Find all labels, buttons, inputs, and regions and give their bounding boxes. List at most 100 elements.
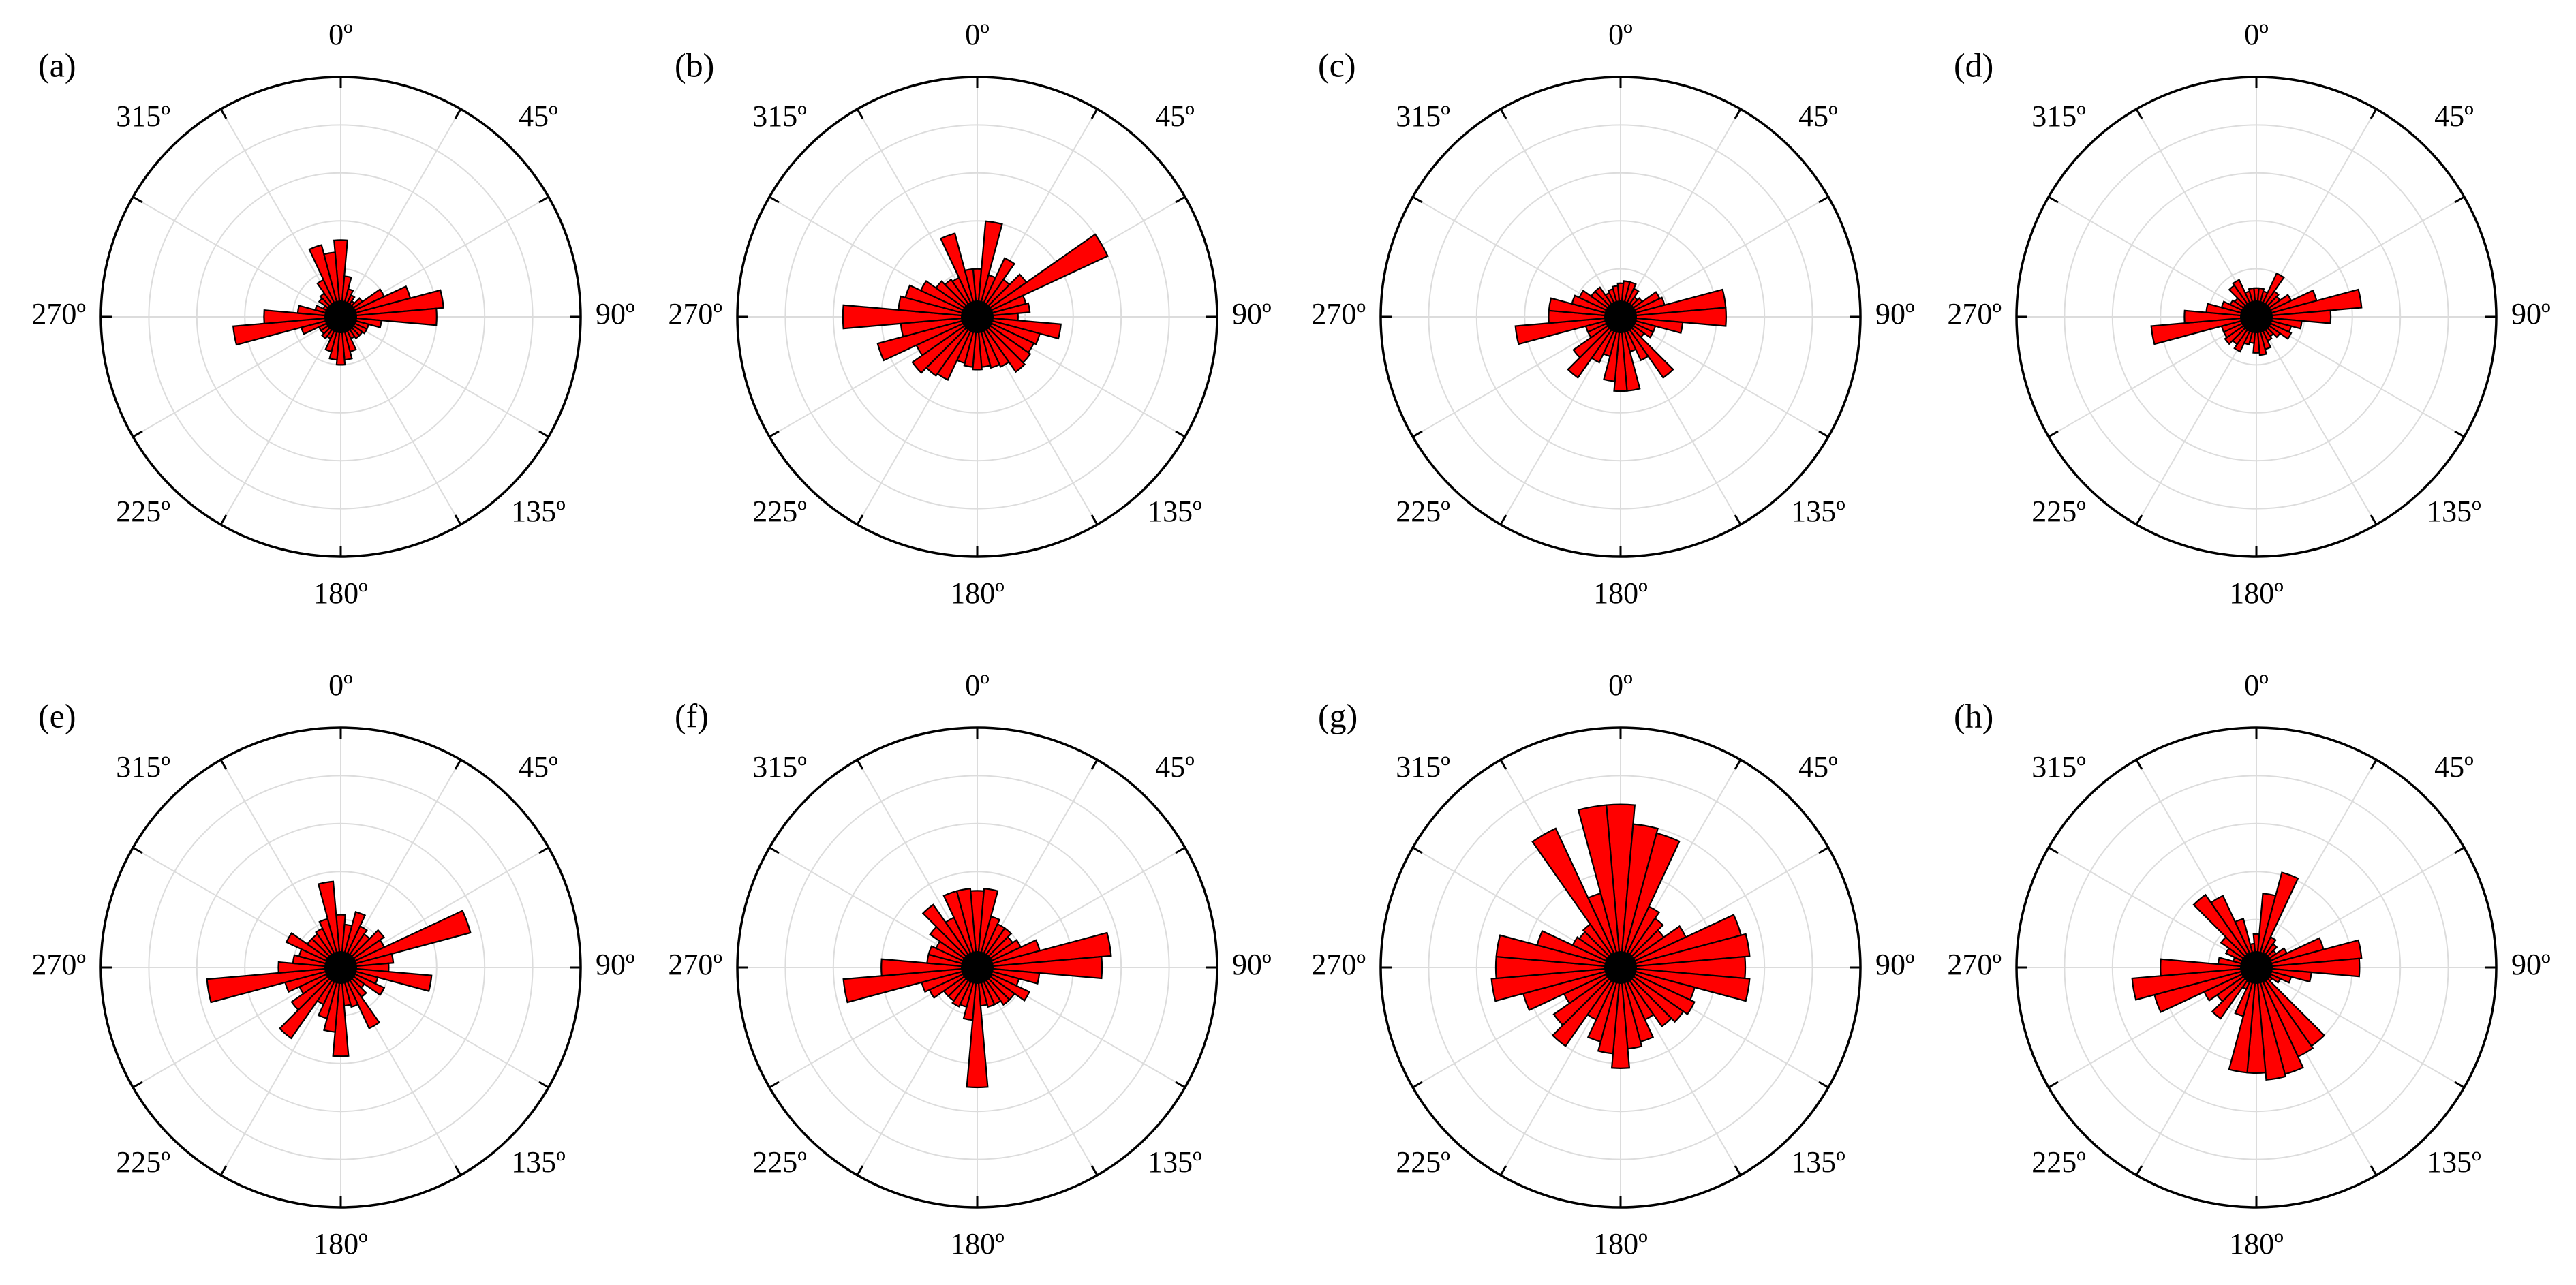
angle-label: 135º	[1791, 1145, 1845, 1179]
grid-spoke	[1500, 108, 1621, 318]
angle-label: 90º	[1875, 297, 1915, 330]
grid-spoke	[2256, 196, 2465, 318]
angle-label: 315º	[2031, 750, 2086, 784]
grid-spoke	[2256, 967, 2465, 1088]
angle-label: 0º	[2244, 18, 2269, 51]
rose-bar	[939, 232, 979, 318]
rose-hub	[324, 300, 357, 333]
polar-tick-mark	[1499, 1165, 1507, 1176]
angle-label: 315º	[1396, 750, 1450, 784]
polar-tick-mark	[454, 1165, 462, 1176]
rose-bar	[1610, 967, 1631, 1069]
panel-label: (c)	[1318, 46, 1356, 84]
polar-tick-mark	[856, 1165, 864, 1176]
angle-label: 135º	[2427, 495, 2481, 528]
polar-tick-mark	[1175, 430, 1186, 438]
polar-tick-mark	[1734, 108, 1742, 119]
polar-tick-mark	[1734, 1165, 1742, 1176]
angle-label: 45º	[1798, 99, 1838, 133]
polar-tick-mark	[2370, 108, 2378, 119]
grid-spoke	[340, 316, 461, 525]
angle-label: 180º	[313, 1227, 368, 1260]
polar-tick-mark	[769, 430, 780, 438]
polar-tick-mark	[2048, 430, 2059, 438]
rose-bar	[317, 880, 342, 968]
rose-panel: 0º 45º 90º 135º 180º 225º 270º 315º (c)	[1311, 18, 1914, 610]
rose-hub	[2240, 300, 2273, 333]
rose-bar	[842, 304, 978, 330]
polar-tick-mark	[856, 759, 864, 770]
angle-label: 315º	[752, 99, 807, 133]
angle-label: 315º	[116, 750, 170, 784]
polar-tick-mark	[1090, 108, 1099, 119]
polar-tick-mark	[454, 108, 462, 119]
rose-bar	[955, 888, 979, 968]
polar-tick-mark	[132, 196, 143, 204]
grid-spoke	[1620, 316, 1829, 437]
polar-tick-mark	[2135, 759, 2143, 770]
angle-label: 180º	[950, 1227, 1005, 1260]
rose-bar	[323, 251, 342, 318]
angle-label: 270º	[31, 948, 86, 981]
angle-label: 45º	[1798, 750, 1838, 784]
rose-bar	[911, 316, 978, 374]
polar-tick-mark	[1090, 514, 1099, 525]
polar-tick-mark	[1090, 759, 1099, 770]
angle-label: 90º	[2511, 948, 2551, 981]
grid-spoke	[132, 316, 341, 437]
rose-panel: 0º 45º 90º 135º 180º 225º 270º 315º (b)	[668, 18, 1271, 610]
rose-bar	[972, 316, 983, 371]
rose-bar	[977, 931, 1112, 969]
rose-bar	[1620, 316, 1674, 379]
polar-tick-mark	[1175, 1081, 1186, 1089]
angle-label: 45º	[1155, 750, 1195, 784]
rose-bar	[2256, 309, 2332, 324]
polar-tick-mark	[538, 846, 549, 854]
rose-bar	[1619, 832, 1681, 968]
angle-label: 90º	[1232, 297, 1272, 330]
angle-label: 45º	[2434, 750, 2474, 784]
polar-tick-mark	[1175, 196, 1186, 204]
rose-bar	[919, 279, 978, 318]
rose-panel: 0º 45º 90º 135º 180º 225º 270º 315º (d)	[1947, 18, 2550, 610]
rose-bar	[340, 307, 438, 326]
polar-tick-mark	[1734, 759, 1742, 770]
panel-label: (f)	[675, 696, 709, 734]
polar-tick-mark	[2454, 196, 2465, 204]
angle-label: 90º	[1875, 948, 1915, 981]
angle-label: 225º	[116, 1145, 170, 1179]
angle-label: 0º	[2244, 668, 2269, 702]
polar-tick-mark	[1499, 108, 1507, 119]
grid-spoke	[132, 196, 341, 318]
rose-hub	[324, 951, 357, 984]
polar-tick-mark	[1412, 196, 1423, 204]
angle-label: 0º	[965, 668, 990, 702]
rose-bar	[921, 903, 978, 968]
rose-bar	[842, 966, 978, 1004]
grid-spoke	[2256, 759, 2377, 968]
angle-label: 270º	[668, 948, 722, 981]
polar-tick-mark	[856, 514, 864, 525]
angle-label: 135º	[2427, 1145, 2481, 1179]
polar-tick-mark	[2454, 430, 2465, 438]
rose-bar	[977, 233, 1109, 318]
grid-spoke	[2256, 847, 2465, 968]
polar-tick-mark	[769, 1081, 780, 1089]
panel-label: (d)	[1954, 46, 1993, 84]
rose-bar	[277, 961, 341, 974]
polar-tick-mark	[219, 514, 228, 525]
polar-tick-mark	[2454, 846, 2465, 854]
rose-bar	[876, 315, 978, 362]
polar-tick-mark	[2135, 1165, 2143, 1176]
polar-tick-mark	[2454, 1081, 2465, 1089]
angle-label: 180º	[1593, 1227, 1648, 1260]
polar-tick-mark	[538, 1081, 549, 1089]
rose-bar	[977, 257, 1016, 318]
rose-bar	[2160, 958, 2257, 977]
polar-tick-mark	[769, 846, 780, 854]
angle-label: 45º	[2434, 99, 2474, 133]
angle-label: 180º	[2229, 1227, 2284, 1260]
rose-bar	[332, 967, 350, 1057]
grid-spoke	[2136, 316, 2257, 525]
angle-label: 315º	[1396, 99, 1450, 133]
